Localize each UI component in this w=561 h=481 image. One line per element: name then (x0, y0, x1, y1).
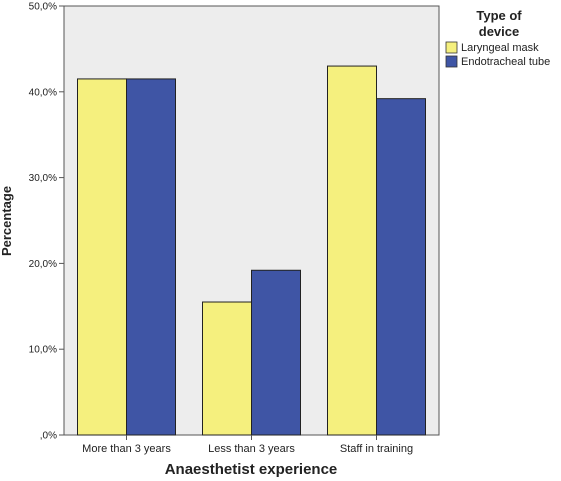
bars (77, 65, 426, 436)
y-tick-label: 10,0% (29, 345, 57, 356)
y-axis: ,0% 10,0% 20,0% 30,0% 40,0% 50,0% (29, 2, 64, 442)
bar-endotracheal-tube (376, 98, 426, 436)
y-tick-label: 30,0% (29, 173, 57, 184)
legend-swatch-laryngeal-mask (445, 41, 458, 54)
bar-endotracheal-tube (126, 78, 176, 436)
x-axis-title: Anaesthetist experience (165, 461, 338, 478)
y-tick-label: 50,0% (29, 2, 57, 13)
bar-laryngeal-mask (202, 301, 252, 436)
y-tick-label: 40,0% (29, 87, 57, 98)
y-tick-label: 20,0% (29, 259, 57, 270)
x-tick-label: More than 3 years (82, 443, 171, 455)
legend-title-line-1: Type of (476, 8, 522, 23)
x-tick-label: Less than 3 years (208, 443, 295, 455)
legend: Type of device Laryngeal mask Endotrache… (445, 8, 550, 68)
legend-swatch-endotracheal-tube (445, 55, 458, 68)
x-tick-label: Staff in training (340, 443, 413, 455)
y-tick-label: ,0% (40, 431, 57, 442)
legend-title-line-2: device (479, 24, 519, 39)
legend-label-laryngeal-mask: Laryngeal mask (461, 42, 539, 54)
x-axis: More than 3 years Less than 3 years Staff … (82, 435, 413, 455)
legend-label-endotracheal-tube: Endotracheal tube (461, 56, 550, 68)
bar-laryngeal-mask (327, 65, 377, 436)
y-axis-title: Percentage (0, 186, 14, 256)
bar-laryngeal-mask (77, 78, 127, 436)
bar-endotracheal-tube (251, 269, 301, 436)
